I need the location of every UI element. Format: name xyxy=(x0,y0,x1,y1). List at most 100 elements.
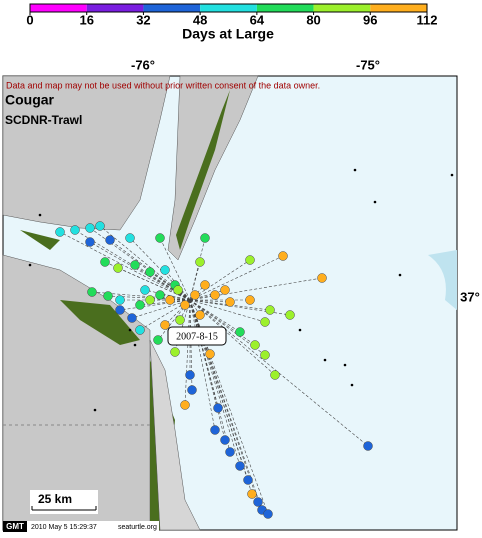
colorbar-tick-label: 0 xyxy=(26,12,33,27)
track-point xyxy=(145,295,155,305)
gmt-text: GMT xyxy=(6,522,24,531)
lat-tick: 37° xyxy=(460,289,480,304)
track-point xyxy=(235,327,245,337)
release-box xyxy=(167,326,227,346)
track-line xyxy=(129,237,191,301)
track-line xyxy=(189,255,284,301)
colorbar-segment xyxy=(256,4,314,12)
station xyxy=(93,408,97,412)
track-point xyxy=(105,235,115,245)
colorbar-label: Days at Large xyxy=(182,26,274,42)
track-point xyxy=(210,425,220,435)
station xyxy=(38,213,42,217)
colorbar-tick-label: 32 xyxy=(136,12,150,27)
colorbar-tick-label: 80 xyxy=(306,12,320,27)
gmt-logo xyxy=(3,521,27,532)
track-point xyxy=(260,317,270,327)
track-line xyxy=(59,231,191,301)
track-line xyxy=(189,299,253,495)
map-title: Cougar xyxy=(5,92,55,108)
station xyxy=(133,343,137,347)
track-point xyxy=(190,290,200,300)
track-point xyxy=(213,403,223,413)
track-line xyxy=(189,299,256,346)
colorbar-tick-label: 96 xyxy=(363,12,377,27)
track-line xyxy=(89,241,191,301)
track-point xyxy=(187,385,197,395)
track-point xyxy=(247,489,257,499)
track-point xyxy=(225,297,235,307)
colorbar-tick-label: 16 xyxy=(79,12,93,27)
lon-tick: -75° xyxy=(356,57,380,72)
track-point xyxy=(145,267,155,277)
track-point xyxy=(135,300,145,310)
track-line xyxy=(189,299,276,376)
colorbar-segment xyxy=(30,4,87,12)
track-point xyxy=(103,291,113,301)
track-point xyxy=(225,447,235,457)
colorbar-segment xyxy=(370,4,427,12)
station xyxy=(450,173,454,177)
track-point xyxy=(195,310,205,320)
track-line xyxy=(184,299,191,406)
track-line xyxy=(119,299,191,311)
track-line xyxy=(189,299,231,453)
map-subtitle: SCDNR-Trawl xyxy=(5,113,82,127)
track-line xyxy=(189,299,231,303)
track-point xyxy=(155,233,165,243)
colorbar-tick-label: 112 xyxy=(417,12,438,27)
track-point xyxy=(55,227,65,237)
track-line xyxy=(134,264,191,301)
track-point xyxy=(115,305,125,315)
track-line xyxy=(189,299,226,441)
track-point xyxy=(245,295,255,305)
track-line xyxy=(144,289,191,301)
track-point xyxy=(185,370,195,380)
track-line xyxy=(189,299,241,467)
colorbar-frame xyxy=(29,3,428,13)
track-point xyxy=(180,400,190,410)
track-point xyxy=(363,441,373,451)
track-point xyxy=(253,497,263,507)
track-point xyxy=(220,285,230,295)
track-point xyxy=(127,313,137,323)
site: seaturtle.org xyxy=(118,524,157,531)
track-line xyxy=(157,299,191,341)
track-point xyxy=(200,280,210,290)
track-point xyxy=(200,233,210,243)
station xyxy=(298,328,302,332)
station xyxy=(323,358,327,362)
track-point xyxy=(115,295,125,305)
colorbar-segment xyxy=(313,4,371,12)
footer-box xyxy=(27,521,159,532)
track-point xyxy=(205,349,215,359)
track-point xyxy=(85,223,95,233)
station xyxy=(343,363,347,367)
track-point xyxy=(140,285,150,295)
track-point xyxy=(130,260,140,270)
track-point xyxy=(95,221,105,231)
track-line xyxy=(189,259,251,301)
track-point xyxy=(160,265,170,275)
track-point xyxy=(113,263,123,273)
track-point xyxy=(100,257,110,267)
track-point xyxy=(135,325,145,335)
station xyxy=(353,168,357,172)
colorbar-segment xyxy=(86,4,144,12)
station xyxy=(373,200,377,204)
track-point xyxy=(250,340,260,350)
track-point xyxy=(235,461,245,471)
track-point xyxy=(220,435,230,445)
lon-tick: -76° xyxy=(131,57,155,72)
colorbar-tick-label: 64 xyxy=(250,12,265,27)
track-point xyxy=(278,251,288,261)
track-point xyxy=(125,233,135,243)
track-line xyxy=(164,269,191,301)
track-point xyxy=(180,300,190,310)
release-label: 2007-8-15 xyxy=(176,331,218,342)
track-line xyxy=(131,299,191,319)
track-point xyxy=(70,225,80,235)
track-point xyxy=(270,370,280,380)
track-point xyxy=(285,310,295,320)
colorbar: 0 16 32 48 64 80 96 112 xyxy=(26,3,438,27)
